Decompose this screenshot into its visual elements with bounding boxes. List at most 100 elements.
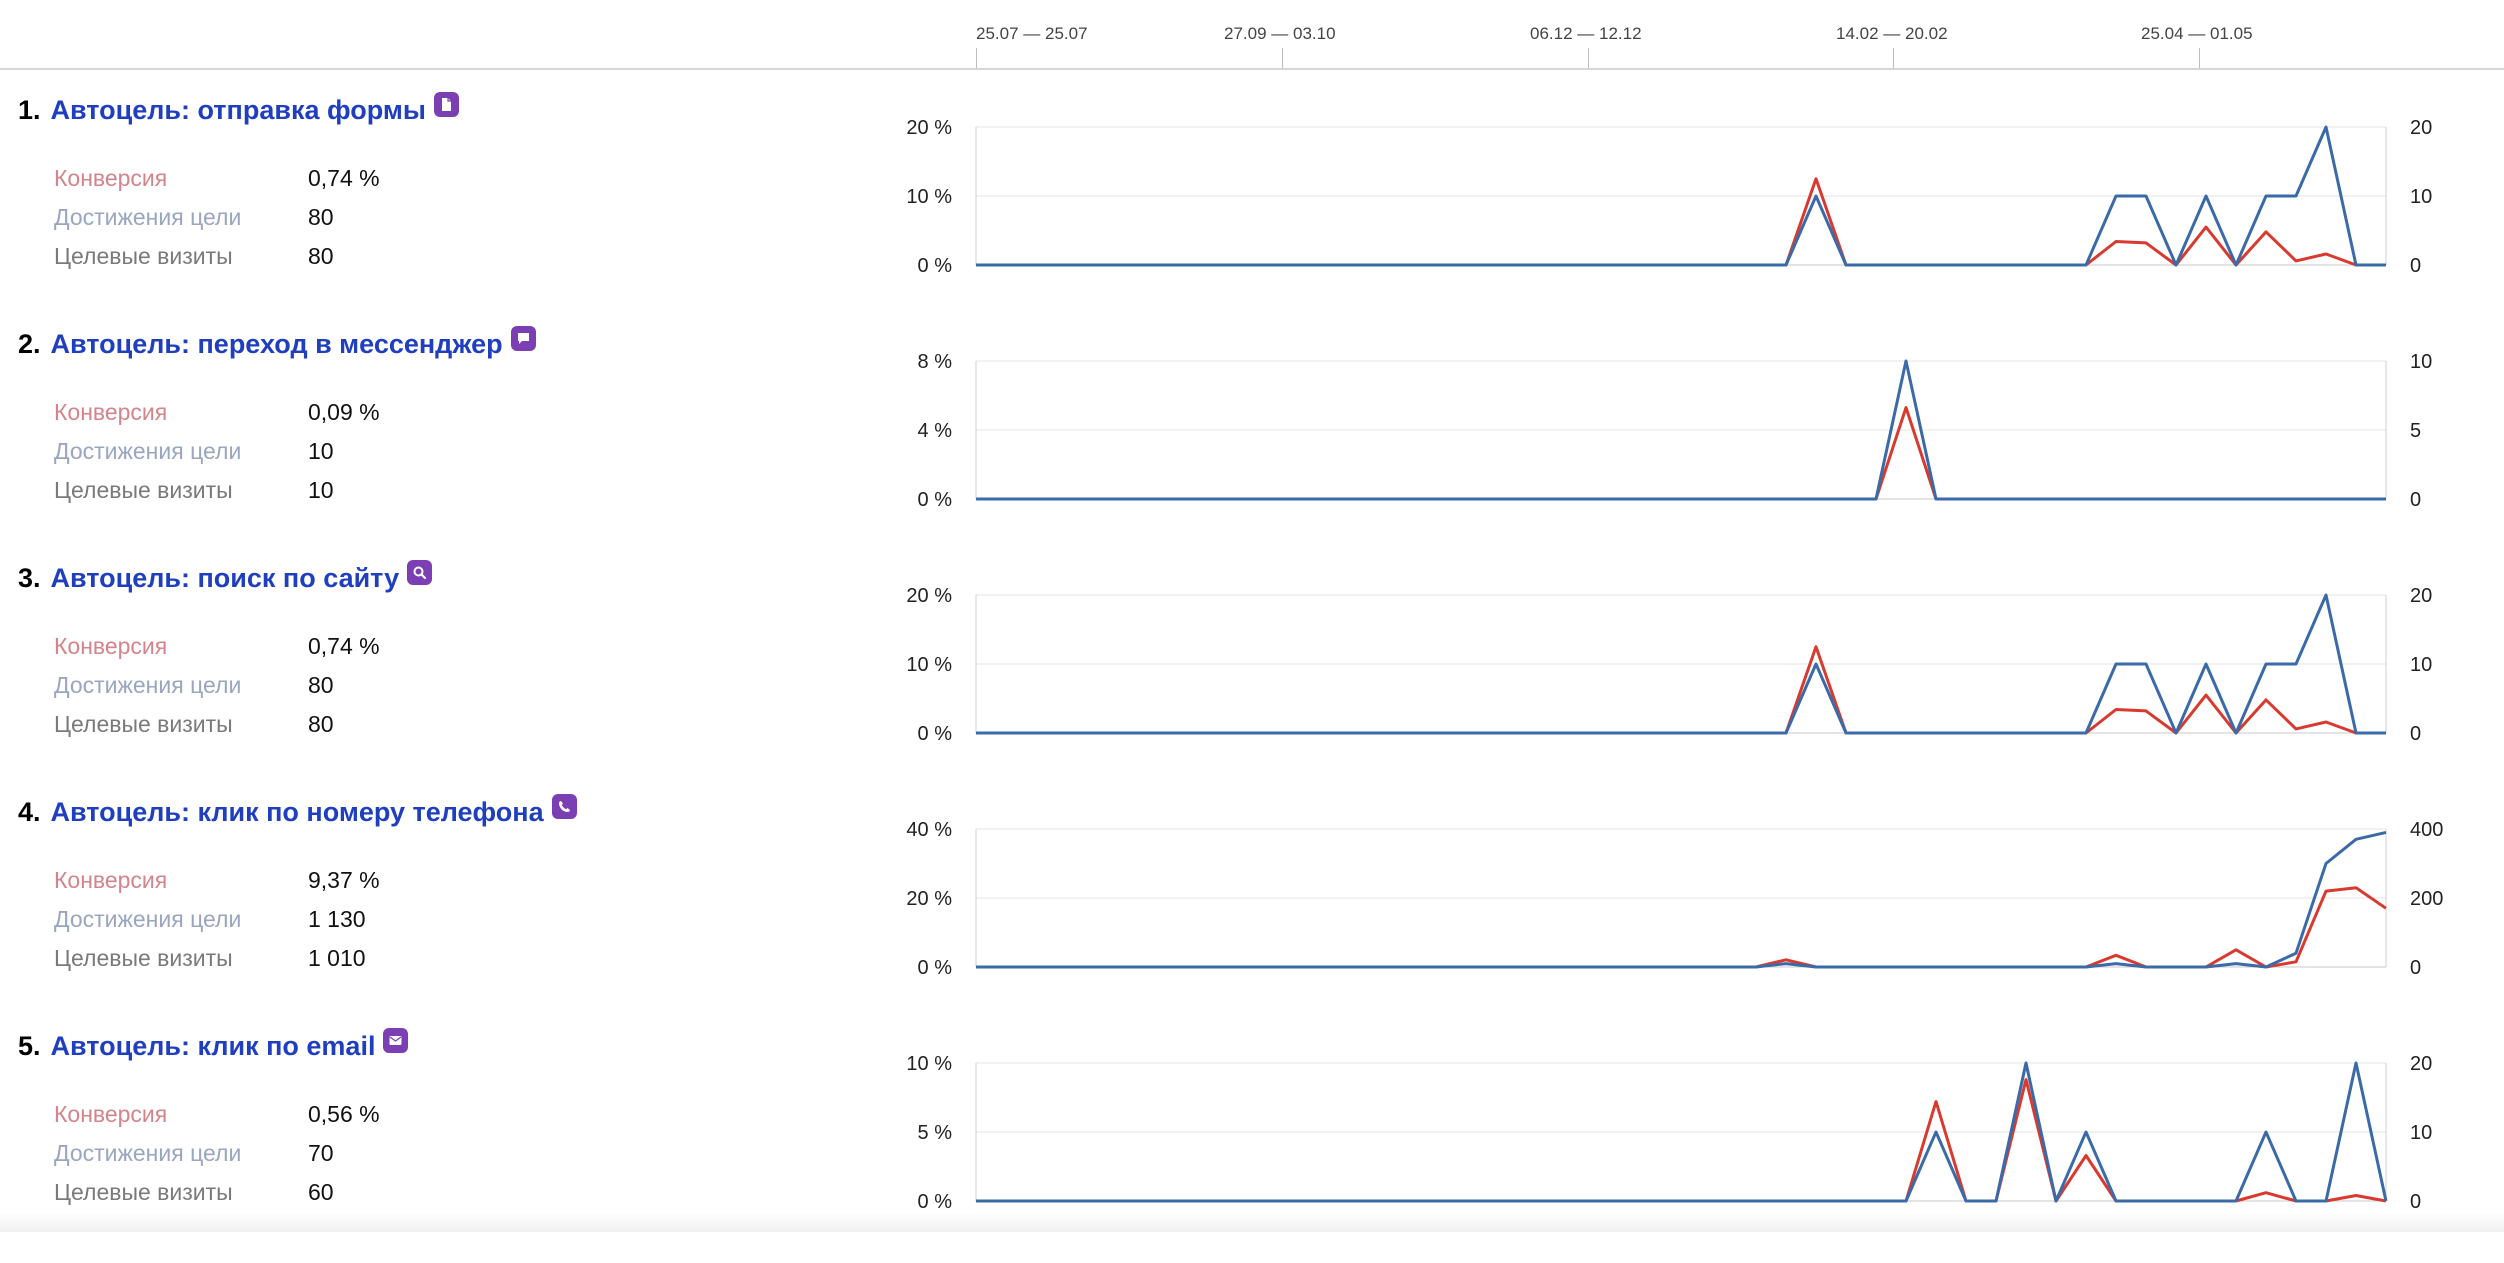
achievements-label: Достижения цели — [54, 1140, 242, 1166]
timeline-tick — [1588, 48, 1589, 68]
goal-row: 4. Автоцель: клик по номеру телефона Кон… — [0, 793, 2504, 1029]
search-icon — [407, 559, 433, 585]
y-right-tick: 0 — [2410, 489, 2421, 511]
timeline-label: 25.04 — 01.05 — [2141, 24, 2253, 43]
goal-link[interactable]: Автоцель: переход в мессенджер — [50, 328, 503, 359]
timeline-tick — [2199, 48, 2200, 68]
visits-label: Целевые визиты — [54, 945, 233, 971]
achievements-series-line — [976, 125, 2386, 267]
conversion-value: 0,09 % — [308, 399, 380, 425]
chat-icon — [510, 325, 536, 351]
y-right-tick: 0 — [2410, 1191, 2421, 1213]
achievements-value: 1 130 — [308, 906, 366, 932]
timeline-tick — [1893, 48, 1894, 68]
y-right-tick: 20 — [2410, 1053, 2432, 1075]
y-left-tick: 4 % — [918, 420, 953, 442]
goal-chart: 10 % 20 5 % 10 0 % 0 — [906, 1053, 2432, 1213]
conversion-series-line — [976, 1078, 2387, 1203]
y-left-tick: 10 % — [906, 1053, 952, 1075]
y-left-tick: 0 % — [918, 1191, 953, 1213]
conversion-value: 0,74 % — [308, 633, 380, 659]
goal-title: 4. Автоцель: клик по номеру телефона — [18, 793, 577, 829]
y-left-tick: 0 % — [918, 957, 953, 979]
goal-number: 4. — [18, 796, 41, 827]
y-left-tick: 0 % — [918, 723, 953, 745]
goal-row: 3. Автоцель: поиск по сайту Конверсия 0,… — [0, 559, 2504, 795]
visits-value: 80 — [308, 711, 334, 737]
goal-title: 3. Автоцель: поиск по сайту — [18, 559, 433, 595]
y-left-tick: 20 % — [906, 888, 952, 910]
conversion-series-line — [976, 177, 2386, 267]
footer-shadow — [0, 1212, 2504, 1232]
visits-label: Целевые визиты — [54, 711, 233, 737]
conversion-value: 9,37 % — [308, 867, 380, 893]
y-left-tick: 20 % — [906, 117, 952, 139]
y-left-tick: 5 % — [918, 1122, 953, 1144]
conversion-label: Конверсия — [54, 867, 168, 893]
goal-number: 5. — [18, 1030, 41, 1061]
goal-chart: 40 % 400 20 % 200 0 % 0 — [906, 819, 2443, 979]
visits-label: Целевые визиты — [54, 477, 233, 503]
goal-number: 1. — [18, 94, 41, 125]
timeline-label: 14.02 — 20.02 — [1836, 24, 1948, 43]
conversion-value: 0,56 % — [308, 1101, 380, 1127]
achievements-series-line — [976, 1061, 2388, 1203]
y-left-tick: 10 % — [906, 654, 952, 676]
timeline-tick — [976, 48, 977, 68]
goal-chart: 20 % 20 10 % 10 0 % 0 — [906, 117, 2432, 277]
y-left-tick: 20 % — [906, 585, 952, 607]
achievements-series-line — [976, 359, 2386, 501]
mail-icon — [383, 1027, 409, 1053]
achievements-label: Достижения цели — [54, 672, 242, 698]
achievements-value: 70 — [308, 1140, 334, 1166]
achievements-value: 80 — [308, 204, 334, 230]
timeline-tick — [1282, 48, 1283, 68]
goal-link[interactable]: Автоцель: отправка формы — [50, 94, 426, 125]
conversion-label: Конверсия — [54, 633, 168, 659]
achievements-value: 80 — [308, 672, 334, 698]
phone-icon — [551, 793, 577, 819]
achievements-label: Достижения цели — [54, 204, 242, 230]
achievements-value: 10 — [308, 438, 334, 464]
y-right-tick: 10 — [2410, 351, 2432, 373]
goal-row: 2. Автоцель: переход в мессенджер Конвер… — [0, 325, 2504, 561]
y-right-tick: 200 — [2410, 888, 2443, 910]
y-right-tick: 10 — [2410, 186, 2432, 208]
goal-row: 1. Автоцель: отправка формы Конверсия 0,… — [0, 91, 2504, 327]
y-left-tick: 10 % — [906, 186, 952, 208]
visits-value: 10 — [308, 477, 334, 503]
goal-row: 5. Автоцель: клик по email Конверсия 0,5… — [0, 1027, 2504, 1263]
y-right-tick: 5 — [2410, 420, 2421, 442]
goal-chart: 8 % 10 4 % 5 0 % 0 — [918, 351, 2433, 511]
y-left-tick: 0 % — [918, 489, 953, 511]
y-right-tick: 10 — [2410, 654, 2432, 676]
y-left-tick: 0 % — [918, 255, 953, 277]
goal-number: 3. — [18, 562, 41, 593]
y-right-tick: 0 — [2410, 723, 2421, 745]
y-right-tick: 400 — [2410, 819, 2443, 841]
achievements-series-line — [976, 593, 2386, 735]
goal-link[interactable]: Автоцель: поиск по сайту — [50, 562, 400, 593]
goal-title: 2. Автоцель: переход в мессенджер — [18, 325, 536, 361]
conversion-label: Конверсия — [54, 399, 168, 425]
visits-value: 80 — [308, 243, 334, 269]
visits-label: Целевые визиты — [54, 1179, 233, 1205]
timeline-label: 27.09 — 03.10 — [1224, 24, 1336, 43]
conversion-value: 0,74 % — [308, 165, 380, 191]
goal-link[interactable]: Автоцель: клик по email — [50, 1030, 376, 1061]
conversion-label: Конверсия — [54, 165, 168, 191]
goal-chart: 20 % 20 10 % 10 0 % 0 — [906, 585, 2432, 745]
timeline-label: 06.12 — 12.12 — [1530, 24, 1642, 43]
timeline-header: 25.07 — 25.07 27.09 — 03.10 06.12 — 12.1… — [0, 0, 2504, 70]
achievements-series-line — [976, 830, 2387, 969]
visits-label: Целевые визиты — [54, 243, 233, 269]
y-left-tick: 40 % — [906, 819, 952, 841]
goal-link[interactable]: Автоцель: клик по номеру телефона — [50, 796, 544, 827]
y-right-tick: 0 — [2410, 255, 2421, 277]
y-right-tick: 20 — [2410, 585, 2432, 607]
y-right-tick: 20 — [2410, 117, 2432, 139]
y-right-tick: 0 — [2410, 957, 2421, 979]
y-right-tick: 10 — [2410, 1122, 2432, 1144]
visits-value: 60 — [308, 1179, 334, 1205]
achievements-label: Достижения цели — [54, 438, 242, 464]
